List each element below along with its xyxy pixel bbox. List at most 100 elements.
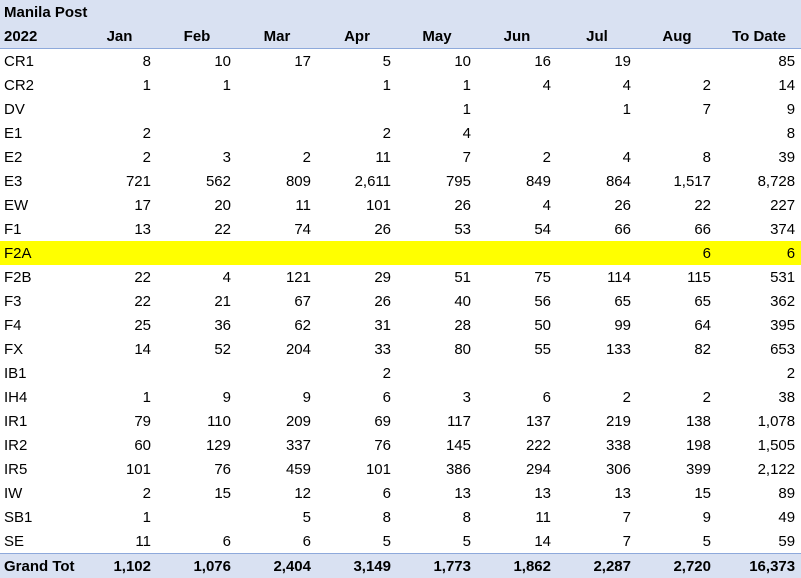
header-cell-jul[interactable]: Jul xyxy=(557,24,637,49)
header-cell-jan[interactable]: Jan xyxy=(82,24,157,49)
value-cell[interactable]: 1 xyxy=(557,97,637,121)
value-cell[interactable]: 2 xyxy=(317,361,397,385)
value-cell[interactable]: 337 xyxy=(237,433,317,457)
value-cell[interactable]: 8 xyxy=(637,145,717,169)
value-cell[interactable]: 2,287 xyxy=(557,554,637,578)
value-cell[interactable]: 38 xyxy=(717,385,801,409)
value-cell[interactable]: 17 xyxy=(237,49,317,74)
value-cell[interactable]: 6 xyxy=(637,241,717,265)
value-cell[interactable]: 121 xyxy=(237,265,317,289)
header-cell-may[interactable]: May xyxy=(397,24,477,49)
value-cell[interactable]: 1 xyxy=(82,385,157,409)
value-cell[interactable] xyxy=(157,121,237,145)
value-cell[interactable] xyxy=(317,241,397,265)
value-cell[interactable] xyxy=(397,241,477,265)
header-cell-apr[interactable]: Apr xyxy=(317,24,397,49)
value-cell[interactable]: 8 xyxy=(397,505,477,529)
value-cell[interactable]: 29 xyxy=(317,265,397,289)
value-cell[interactable] xyxy=(557,361,637,385)
value-cell[interactable]: 13 xyxy=(397,481,477,505)
row-label-cell[interactable]: IR5 xyxy=(0,457,82,481)
value-cell[interactable]: 7 xyxy=(557,505,637,529)
value-cell[interactable]: 1 xyxy=(317,73,397,97)
header-cell-feb[interactable]: Feb xyxy=(157,24,237,49)
value-cell[interactable]: 49 xyxy=(717,505,801,529)
value-cell[interactable]: 11 xyxy=(477,505,557,529)
value-cell[interactable]: 67 xyxy=(237,289,317,313)
row-label-cell[interactable]: IR1 xyxy=(0,409,82,433)
value-cell[interactable]: 2 xyxy=(557,385,637,409)
value-cell[interactable] xyxy=(477,241,557,265)
value-cell[interactable]: 60 xyxy=(82,433,157,457)
row-label-cell[interactable]: IB1 xyxy=(0,361,82,385)
value-cell[interactable]: 31 xyxy=(317,313,397,337)
value-cell[interactable]: 13 xyxy=(477,481,557,505)
value-cell[interactable]: 1,505 xyxy=(717,433,801,457)
value-cell[interactable]: 16,373 xyxy=(717,554,801,578)
value-cell[interactable]: 22 xyxy=(637,193,717,217)
value-cell[interactable]: 85 xyxy=(717,49,801,74)
table-title[interactable]: Manila Post xyxy=(0,0,801,24)
value-cell[interactable] xyxy=(637,361,717,385)
value-cell[interactable]: 374 xyxy=(717,217,801,241)
value-cell[interactable]: 2 xyxy=(237,145,317,169)
value-cell[interactable]: 52 xyxy=(157,337,237,361)
value-cell[interactable]: 4 xyxy=(557,145,637,169)
value-cell[interactable] xyxy=(82,361,157,385)
value-cell[interactable]: 809 xyxy=(237,169,317,193)
value-cell[interactable]: 2 xyxy=(637,385,717,409)
value-cell[interactable] xyxy=(237,97,317,121)
value-cell[interactable] xyxy=(82,97,157,121)
value-cell[interactable] xyxy=(157,361,237,385)
value-cell[interactable]: 2,122 xyxy=(717,457,801,481)
value-cell[interactable]: 62 xyxy=(237,313,317,337)
header-cell-jun[interactable]: Jun xyxy=(477,24,557,49)
value-cell[interactable] xyxy=(557,121,637,145)
value-cell[interactable]: 198 xyxy=(637,433,717,457)
value-cell[interactable]: 79 xyxy=(82,409,157,433)
value-cell[interactable]: 50 xyxy=(477,313,557,337)
header-cell-mar[interactable]: Mar xyxy=(237,24,317,49)
value-cell[interactable]: 5 xyxy=(317,529,397,554)
value-cell[interactable]: 1,076 xyxy=(157,554,237,578)
value-cell[interactable]: 65 xyxy=(557,289,637,313)
value-cell[interactable]: 138 xyxy=(637,409,717,433)
value-cell[interactable]: 1,102 xyxy=(82,554,157,578)
value-cell[interactable]: 2 xyxy=(717,361,801,385)
value-cell[interactable]: 1,862 xyxy=(477,554,557,578)
value-cell[interactable]: 75 xyxy=(477,265,557,289)
value-cell[interactable]: 33 xyxy=(317,337,397,361)
value-cell[interactable]: 2,720 xyxy=(637,554,717,578)
value-cell[interactable]: 2 xyxy=(477,145,557,169)
value-cell[interactable]: 55 xyxy=(477,337,557,361)
value-cell[interactable]: 114 xyxy=(557,265,637,289)
value-cell[interactable]: 395 xyxy=(717,313,801,337)
value-cell[interactable]: 222 xyxy=(477,433,557,457)
row-label-cell[interactable]: IW xyxy=(0,481,82,505)
header-cell-to-date[interactable]: To Date xyxy=(717,24,801,49)
value-cell[interactable]: 1 xyxy=(82,505,157,529)
value-cell[interactable]: 7 xyxy=(637,97,717,121)
value-cell[interactable]: 99 xyxy=(557,313,637,337)
value-cell[interactable]: 53 xyxy=(397,217,477,241)
row-label-cell[interactable]: DV xyxy=(0,97,82,121)
value-cell[interactable]: 26 xyxy=(317,217,397,241)
value-cell[interactable]: 26 xyxy=(557,193,637,217)
header-cell-aug[interactable]: Aug xyxy=(637,24,717,49)
value-cell[interactable]: 4 xyxy=(397,121,477,145)
value-cell[interactable]: 2 xyxy=(82,481,157,505)
value-cell[interactable] xyxy=(157,505,237,529)
value-cell[interactable]: 13 xyxy=(82,217,157,241)
value-cell[interactable]: 9 xyxy=(637,505,717,529)
value-cell[interactable]: 6 xyxy=(317,481,397,505)
value-cell[interactable]: 3 xyxy=(157,145,237,169)
value-cell[interactable]: 531 xyxy=(717,265,801,289)
value-cell[interactable]: 101 xyxy=(82,457,157,481)
value-cell[interactable]: 4 xyxy=(157,265,237,289)
value-cell[interactable]: 56 xyxy=(477,289,557,313)
value-cell[interactable]: 80 xyxy=(397,337,477,361)
row-label-cell[interactable]: F2B xyxy=(0,265,82,289)
value-cell[interactable] xyxy=(637,49,717,74)
value-cell[interactable]: 362 xyxy=(717,289,801,313)
value-cell[interactable]: 3 xyxy=(397,385,477,409)
